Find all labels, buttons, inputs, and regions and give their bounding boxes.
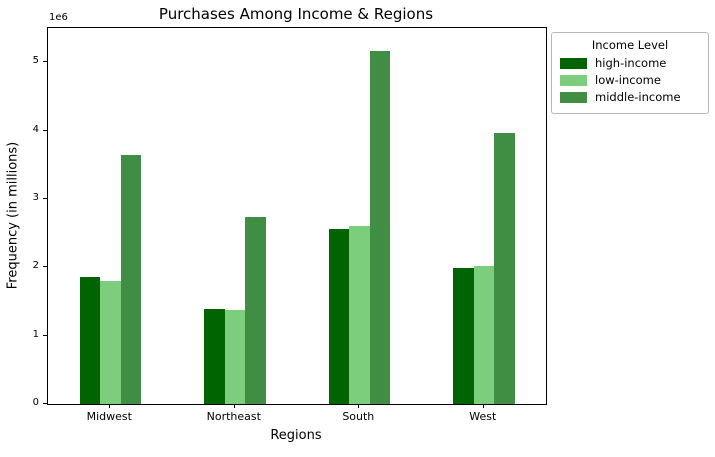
plot-area [47,27,547,405]
bar-northeast-high-income [204,309,225,404]
legend-swatch-low-income [560,74,587,86]
legend-item-low-income: low-income [560,73,702,87]
y-tick-mark [43,129,47,131]
x-tick-label-south: South [342,410,375,423]
y-axis-offset-label: 1e6 [49,12,68,23]
y-tick-label: 2 [32,260,39,272]
y-tick-mark [43,334,47,336]
chart-title: Purchases Among Income & Regions [158,5,434,23]
bar-south-middle-income [369,50,390,404]
y-tick-mark [43,403,47,404]
y-tick-label: 1 [32,328,39,340]
x-axis-label: Regions [270,428,322,443]
x-tick-label-west: West [469,410,497,423]
legend-label-middle-income: middle-income [595,90,681,104]
x-tick-label-northeast: Northeast [206,410,261,423]
y-tick-mark [43,266,47,268]
bar-west-middle-income [494,132,515,404]
x-tick-mark [109,404,111,408]
y-tick-label: 3 [32,191,39,203]
legend-title: Income Level [591,38,669,52]
legend-items: high-income low-income middle-income [558,56,702,104]
bar-west-high-income [453,268,474,404]
y-tick-mark [43,197,47,199]
x-tick-mark [233,404,235,408]
legend: Income Level high-income low-income middle… [551,32,709,114]
legend-swatch-high-income [560,57,587,69]
x-tick-mark [358,404,360,408]
y-tick-label: 4 [32,123,39,135]
y-axis-label: Frequency (in millions) [5,141,21,290]
x-tick-mark [482,404,484,408]
bar-south-low-income [349,226,370,404]
y-tick-mark [43,61,47,63]
legend-item-middle-income: middle-income [560,90,702,104]
legend-item-high-income: high-income [560,56,702,70]
bar-northeast-low-income [224,310,245,404]
legend-label-high-income: high-income [595,56,667,70]
bar-west-low-income [473,265,494,404]
bar-midwest-high-income [79,276,100,404]
bar-midwest-middle-income [120,155,141,404]
legend-swatch-middle-income [560,91,587,103]
legend-label-low-income: low-income [595,73,661,87]
bar-south-high-income [328,229,349,404]
bar-northeast-middle-income [245,216,266,404]
y-tick-label: 5 [32,55,39,67]
x-tick-label-midwest: Midwest [86,410,132,423]
bar-midwest-low-income [100,280,121,404]
y-tick-label: 0 [32,397,39,408]
